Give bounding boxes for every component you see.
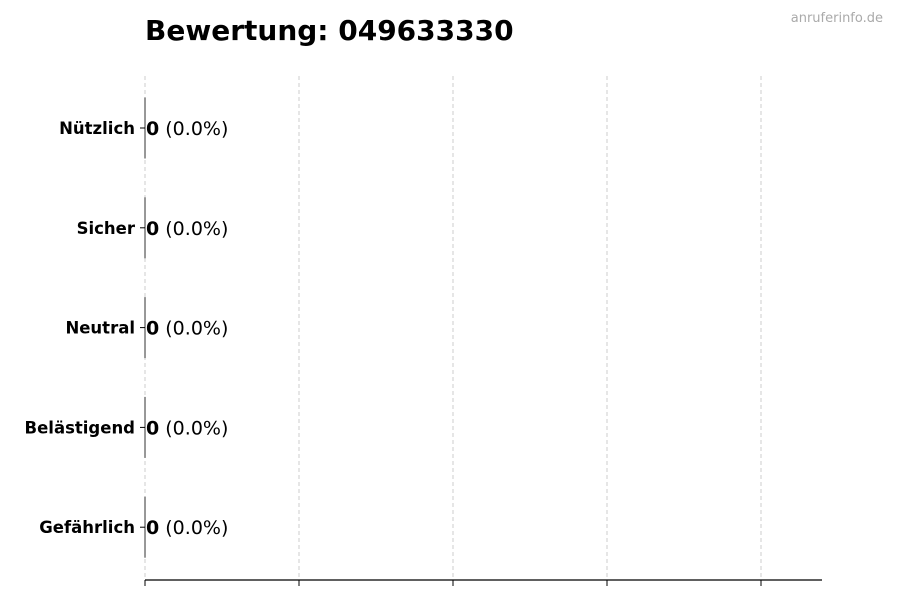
value-count: 0 [146, 417, 159, 439]
value-label: 0 (0.0%) [146, 417, 228, 439]
bars: Nützlich 0 (0.0%) Sicher 0 (0.0%) Neutral 0 (… [25, 97, 228, 558]
category-label: Belästigend [25, 418, 135, 437]
value-count: 0 [146, 318, 159, 340]
value-label: 0 (0.0%) [146, 118, 228, 140]
value-percent: (0.0%) [159, 118, 228, 140]
category-label: Neutral [65, 319, 135, 338]
value-label: 0 (0.0%) [146, 318, 228, 340]
value-percent: (0.0%) [159, 417, 228, 439]
category-label: Gefährlich [39, 518, 135, 537]
value-label: 0 (0.0%) [146, 218, 228, 240]
category-label: Sicher [77, 219, 136, 238]
x-axis [144, 579, 822, 586]
value-percent: (0.0%) [159, 318, 228, 340]
category-label: Nützlich [59, 119, 135, 138]
value-percent: (0.0%) [159, 218, 228, 240]
value-count: 0 [146, 517, 159, 539]
value-count: 0 [146, 218, 159, 240]
chart-title: Bewertung: 049633330 [145, 14, 514, 47]
watermark: anruferinfo.de [791, 11, 883, 26]
value-percent: (0.0%) [159, 517, 228, 539]
value-count: 0 [146, 118, 159, 140]
gridlines [144, 76, 762, 580]
value-label: 0 (0.0%) [146, 517, 228, 539]
